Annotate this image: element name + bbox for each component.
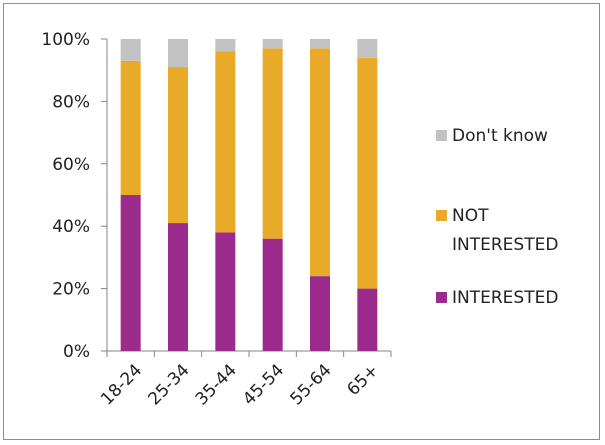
y-tick-label: 60%: [52, 155, 90, 175]
chart-frame: 0% 20% 40% 60% 80% 100% 18-24 25-34 35-44 45-54 55…: [3, 3, 600, 440]
bar-not-interested-65plus: [357, 57, 378, 289]
bar-don-t-know-35-44: [215, 39, 236, 52]
bar-don-t-know-45-54: [262, 39, 283, 49]
bar-don-t-know-25-34: [168, 39, 188, 68]
legend-label-interested: INTERESTED: [452, 288, 558, 308]
legend-swatch-not-interested: [436, 210, 447, 221]
bar-interested-65plus: [357, 288, 378, 351]
bar-not-interested-45-54: [262, 48, 283, 239]
bar-not-interested-55-64: [310, 48, 330, 277]
y-tick-label: 80%: [52, 92, 90, 112]
bar-don-t-know-55-64: [310, 39, 330, 49]
bars: [120, 39, 378, 351]
x-tick-label: 65+: [343, 360, 383, 400]
bar-not-interested-18-24: [120, 60, 141, 196]
x-tick-label: 35-44: [192, 360, 241, 409]
legend-swatch-interested: [436, 292, 447, 303]
bar-not-interested-25-34: [168, 67, 188, 224]
bar-interested-25-34: [168, 223, 188, 351]
x-tick-label: 18-24: [97, 360, 146, 409]
legend-label-not-interested: INTERESTED: [452, 235, 558, 255]
legend: Don't know NOT INTERESTED INTERESTED: [436, 126, 558, 308]
x-tick-label: 45-54: [239, 360, 288, 409]
x-tick-label: 55-64: [286, 360, 335, 409]
y-tick-label: 40%: [52, 217, 90, 237]
bar-don-t-know-18-24: [120, 39, 141, 61]
legend-swatch-don-t-know: [436, 130, 447, 141]
legend-label-not-interested: NOT: [452, 206, 489, 226]
x-tick-label: 25-34: [144, 360, 193, 409]
bar-interested-55-64: [310, 276, 330, 351]
bar-interested-18-24: [120, 195, 141, 351]
bar-not-interested-35-44: [215, 51, 236, 233]
bar-interested-45-54: [262, 238, 283, 351]
bar-interested-35-44: [215, 232, 236, 351]
y-tick-label: 100%: [41, 30, 90, 50]
legend-label-don-t-know: Don't know: [452, 126, 548, 146]
y-tick-label: 0%: [63, 342, 90, 362]
bar-don-t-know-65plus: [357, 39, 378, 58]
y-tick-label: 20%: [52, 280, 90, 300]
